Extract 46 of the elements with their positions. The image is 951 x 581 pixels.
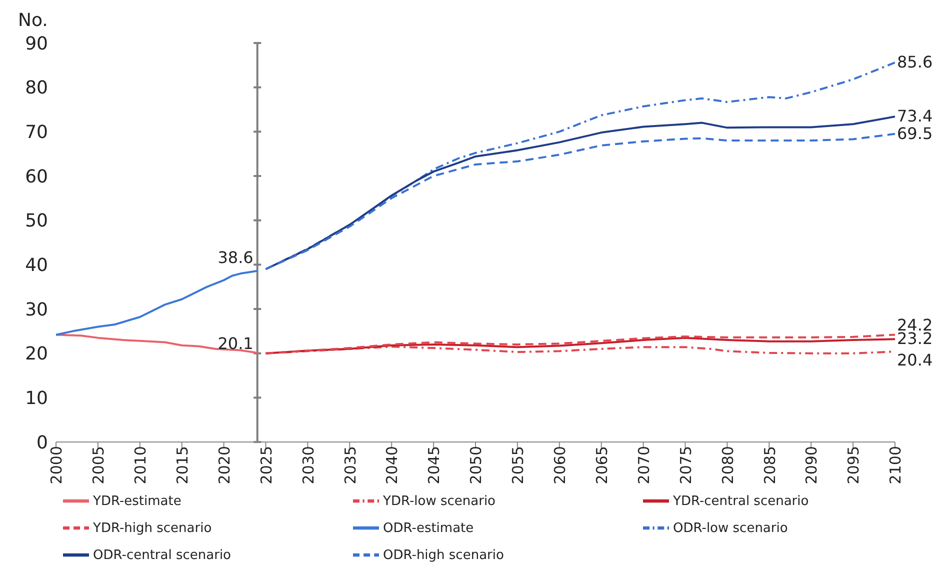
y-tick-label: 60 bbox=[25, 166, 48, 188]
x-tick-label: 2020 bbox=[215, 446, 234, 484]
x-tick-label: 2060 bbox=[551, 446, 570, 484]
legend-label: ODR-central scenario bbox=[93, 548, 232, 562]
x-tick-label: 2085 bbox=[760, 446, 779, 484]
y-tick-label: 70 bbox=[25, 122, 48, 144]
x-tick-label: 2010 bbox=[132, 446, 150, 484]
x-tick-label: 2035 bbox=[341, 446, 360, 484]
legend-label: YDR-low scenario bbox=[383, 494, 496, 508]
legend-label: YDR-estimate bbox=[93, 494, 182, 508]
legend-label: YDR-high scenario bbox=[93, 520, 212, 536]
x-tick-label: 2025 bbox=[257, 446, 276, 484]
y-tick-label: 80 bbox=[25, 78, 48, 99]
y-tick-label: 30 bbox=[25, 299, 48, 320]
x-tick-label: 2005 bbox=[90, 446, 108, 484]
legend-label: ODR-high scenario bbox=[383, 548, 504, 562]
x-tick-label: 2075 bbox=[676, 446, 695, 484]
y-tick-label: 10 bbox=[25, 388, 48, 410]
y-axis-title: No. bbox=[18, 10, 48, 31]
y-tick-label: 20 bbox=[25, 344, 48, 365]
y-tick-label: 0 bbox=[36, 432, 48, 454]
x-tick-label: 2045 bbox=[425, 446, 444, 484]
legend-label: YDR-central scenario bbox=[673, 494, 809, 508]
data-label: 20.1 bbox=[218, 334, 254, 353]
x-tick-label: 2090 bbox=[802, 446, 821, 484]
x-tick-label: 2000 bbox=[48, 446, 66, 484]
legend-label: ODR-low scenario bbox=[673, 520, 788, 536]
data-label: 38.6 bbox=[218, 248, 254, 267]
data-label: 69.5 bbox=[897, 124, 933, 143]
legend-label: ODR-estimate bbox=[383, 520, 474, 536]
x-tick-label: 2070 bbox=[634, 446, 653, 484]
y-tick-label: 40 bbox=[25, 255, 48, 276]
x-tick-label: 2030 bbox=[299, 446, 318, 484]
x-tick-label: 2055 bbox=[509, 446, 528, 484]
x-tick-label: 2040 bbox=[383, 446, 402, 484]
x-tick-label: 2065 bbox=[593, 446, 611, 484]
x-tick-label: 2080 bbox=[718, 446, 737, 484]
x-tick-label: 2100 bbox=[886, 446, 905, 484]
y-tick-label: 90 bbox=[25, 33, 48, 54]
x-tick-label: 2050 bbox=[467, 446, 486, 484]
y-tick-label: 50 bbox=[25, 210, 48, 232]
data-label: 73.4 bbox=[897, 106, 933, 126]
x-tick-label: 2015 bbox=[174, 446, 192, 484]
x-tick-label: 2095 bbox=[844, 446, 863, 484]
data-label: 20.4 bbox=[897, 350, 933, 370]
data-label: 85.6 bbox=[897, 52, 933, 72]
